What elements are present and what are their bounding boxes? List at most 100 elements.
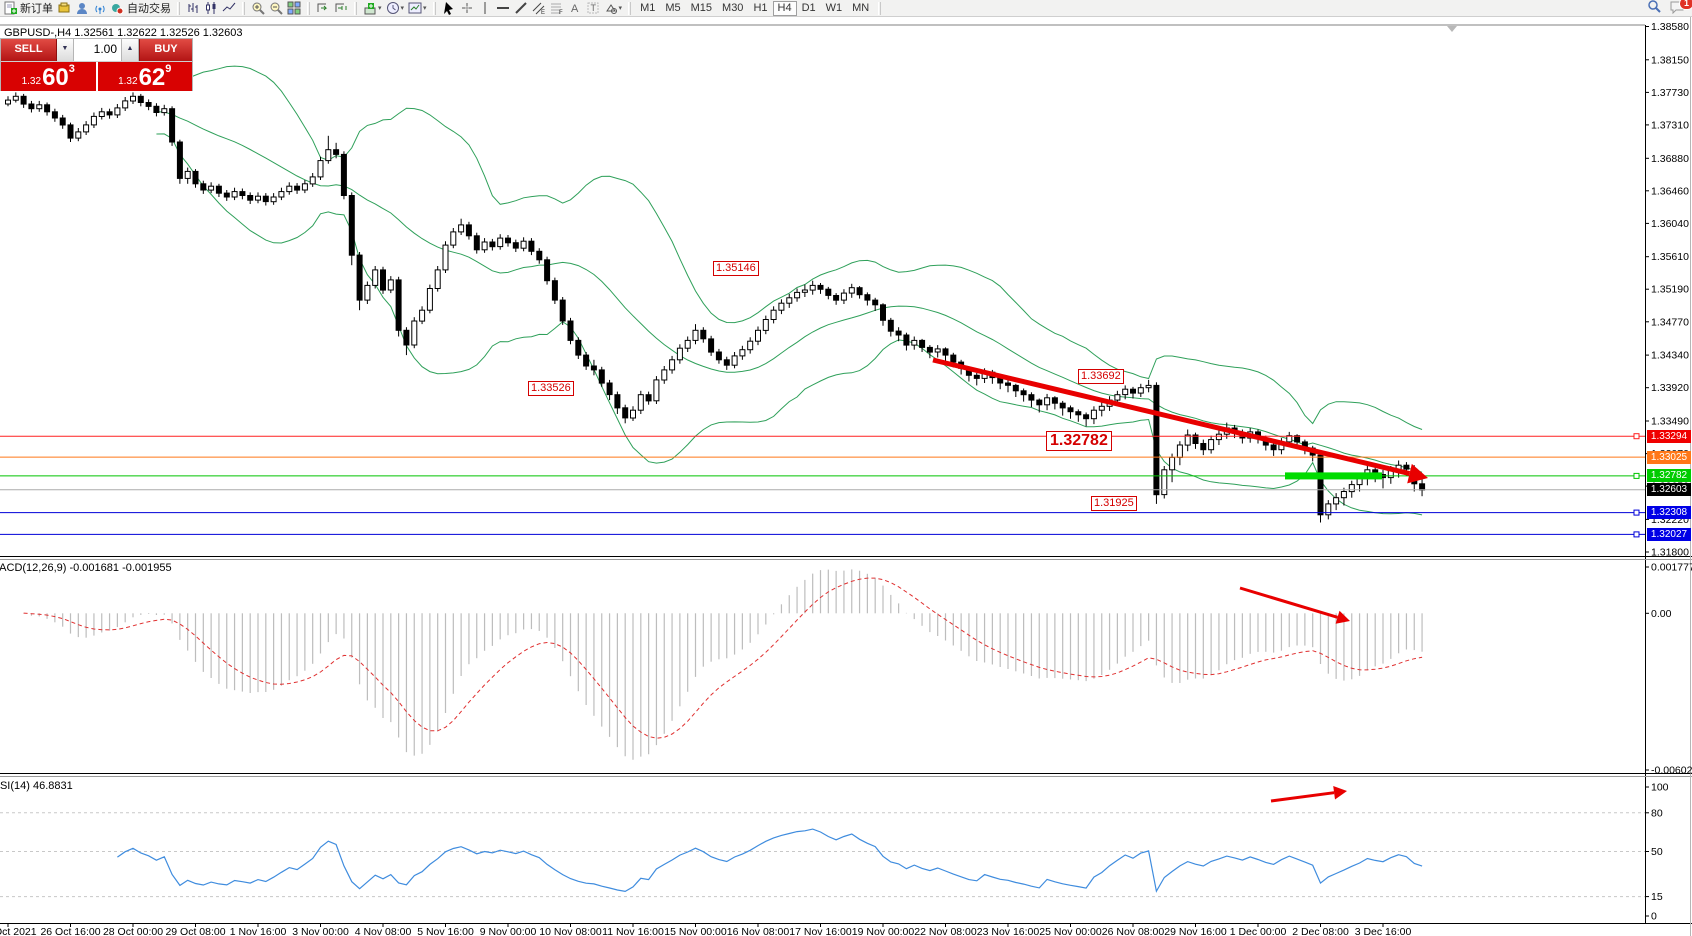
candle-body: [786, 297, 793, 304]
timeframe-h4-button[interactable]: H4: [772, 0, 797, 16]
metaeditor-button[interactable]: [56, 1, 72, 16]
chart-line-button[interactable]: [221, 1, 237, 16]
zoom-out-icon: [270, 2, 283, 15]
timeframe-d1-button[interactable]: D1: [801, 1, 816, 14]
main-chart-panel[interactable]: [0, 25, 1645, 556]
vertical-line-button[interactable]: [477, 1, 493, 16]
candle-body: [801, 289, 808, 293]
templates-button[interactable]: ▾: [407, 1, 428, 16]
chat-button[interactable]: 1: [1670, 0, 1692, 17]
toolbar-separator: [628, 1, 632, 15]
candle-body: [356, 254, 363, 301]
price-annotation[interactable]: 1.32782: [1046, 431, 1112, 451]
trendline-button[interactable]: [513, 1, 529, 16]
time-axis-label: 29 Oct 08:00: [165, 926, 225, 936]
indicators-dropdown-arrow-icon[interactable]: ▾: [378, 5, 382, 12]
time-axis-label: 1 Nov 16:00: [230, 926, 287, 936]
signals-button[interactable]: [92, 1, 108, 16]
candle-body: [653, 379, 660, 402]
cursor-button[interactable]: [441, 1, 457, 16]
chart-shift-button[interactable]: [333, 1, 349, 16]
channel-icon: E: [532, 2, 545, 15]
zoom-in-button[interactable]: [250, 1, 266, 16]
buy-price-tile[interactable]: 1.32 62 9: [97, 62, 192, 91]
candle-body: [1317, 454, 1324, 516]
fibonacci-button[interactable]: F: [549, 1, 565, 16]
time-axis-label: 3 Dec 16:00: [1355, 926, 1412, 936]
new-order-label: 新订单: [20, 3, 53, 15]
volume-down-button[interactable]: ▼: [57, 39, 74, 61]
candle-body: [36, 104, 43, 110]
fibonacci-icon: F: [550, 3, 563, 15]
shapes-dropdown-arrow-icon[interactable]: ▾: [618, 5, 623, 12]
periods-dropdown-arrow-icon[interactable]: ▾: [400, 5, 405, 12]
candle-body: [137, 95, 144, 104]
candle-body: [161, 108, 168, 114]
candle-body: [278, 191, 285, 198]
price-annotation[interactable]: 1.35146: [713, 261, 759, 276]
horizontal-line-button[interactable]: [495, 1, 511, 16]
price-annotation[interactable]: 1.31925: [1091, 496, 1137, 511]
sell-price-tile[interactable]: 1.32 60 3: [1, 62, 96, 91]
candle-body: [1192, 434, 1199, 444]
candle-body: [169, 108, 176, 143]
zoom-out-button[interactable]: [268, 1, 284, 16]
search-button[interactable]: [1647, 0, 1662, 17]
timeframe-m5-button[interactable]: M5: [665, 1, 681, 14]
candle-body: [130, 95, 136, 102]
timeframe-m15-button[interactable]: M15: [690, 1, 713, 14]
price-axis-label: 1.38580: [1651, 21, 1689, 33]
volume-up-button[interactable]: ▲: [122, 39, 139, 61]
terminal-button[interactable]: [74, 1, 90, 16]
candle-body: [223, 192, 230, 198]
autotrading-button[interactable]: 自动交易: [110, 1, 172, 16]
sell-button[interactable]: SELL: [1, 39, 57, 61]
rsi-line: [117, 828, 1423, 893]
candle-body: [661, 369, 668, 381]
timeframe-w1-button[interactable]: W1: [825, 1, 843, 14]
candle-body: [950, 354, 957, 363]
candle-body: [630, 409, 636, 419]
candle-body: [270, 196, 277, 203]
periods-button[interactable]: ▾: [385, 1, 406, 16]
candle-body: [1145, 384, 1152, 389]
candle-body: [145, 102, 152, 107]
price-axis-label: 1.34770: [1651, 316, 1689, 328]
candle-body: [1333, 497, 1340, 505]
indicators-button[interactable]: ▾: [362, 1, 383, 16]
price-annotation[interactable]: 1.33692: [1078, 369, 1124, 384]
shapes-icon: [605, 4, 617, 14]
volume-input[interactable]: 1.00: [74, 39, 122, 61]
metaeditor-icon: [58, 2, 70, 13]
candle-body: [1044, 397, 1051, 406]
timeframe-m1-button[interactable]: M1: [640, 1, 656, 14]
candle-body: [723, 359, 730, 366]
candle-body: [20, 95, 27, 105]
candle-body: [419, 309, 426, 322]
chart-bars-button[interactable]: [185, 1, 201, 16]
label-button[interactable]: T: [585, 1, 601, 16]
chart-candles-button[interactable]: [203, 1, 219, 16]
candle-body: [1137, 387, 1144, 394]
macd-panel[interactable]: [0, 560, 1645, 772]
candle-body: [669, 359, 676, 371]
text-button[interactable]: A: [567, 1, 583, 16]
timeframe-h1-button[interactable]: H1: [753, 1, 768, 14]
label-icon: T: [587, 2, 599, 14]
tile-windows-button[interactable]: [286, 1, 302, 16]
shapes-button[interactable]: ▾: [603, 1, 624, 16]
candle-body: [833, 295, 840, 301]
buy-button[interactable]: BUY: [139, 39, 192, 61]
rsi-axis-label: 15: [1651, 891, 1663, 903]
auto-scroll-button[interactable]: [315, 1, 331, 16]
templates-dropdown-arrow-icon[interactable]: ▾: [423, 5, 427, 12]
new-order-button[interactable]: 新订单: [3, 1, 54, 16]
price-annotation[interactable]: 1.33526: [528, 381, 574, 396]
timeframe-mn-button[interactable]: MN: [852, 1, 870, 14]
rsi-panel[interactable]: [0, 777, 1645, 921]
candle-body: [309, 176, 316, 185]
channel-button[interactable]: E: [531, 1, 547, 16]
crosshair-button[interactable]: [459, 1, 475, 16]
timeframe-m30-button[interactable]: M30: [722, 1, 744, 14]
